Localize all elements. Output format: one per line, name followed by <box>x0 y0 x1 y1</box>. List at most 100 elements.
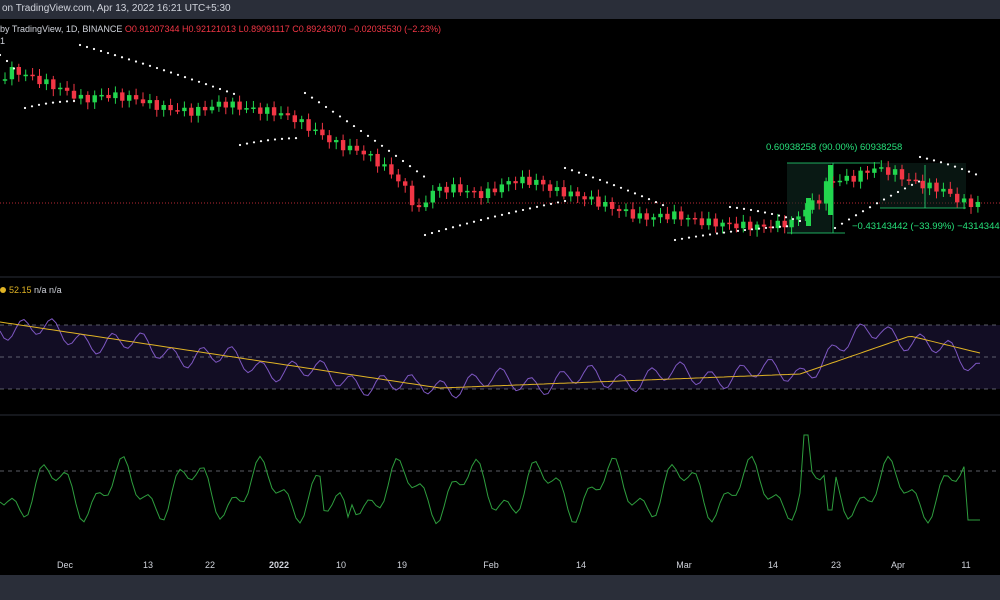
sar-dot <box>280 137 284 140</box>
candle-body <box>209 106 215 111</box>
candle-body <box>92 95 97 103</box>
sar-dot <box>861 210 865 213</box>
sar-dot <box>141 62 145 65</box>
sar-dot <box>30 105 34 108</box>
candle-body <box>858 170 863 182</box>
candle-body <box>85 94 90 103</box>
candle-body <box>582 196 587 200</box>
sar-dot <box>155 66 159 70</box>
sar-dot <box>777 214 781 217</box>
sar-dot <box>197 80 201 83</box>
candle-body <box>51 79 56 90</box>
candle-body <box>189 107 194 116</box>
candle-body <box>817 200 822 204</box>
sar-dot <box>785 225 789 228</box>
legend-open: O0.91207344 <box>124 24 180 34</box>
candle-body <box>534 179 539 185</box>
candle-body <box>465 190 470 193</box>
x-label: 13 <box>142 560 154 570</box>
x-label: 11 <box>961 560 971 570</box>
sar-dot <box>85 45 89 49</box>
sar-dot <box>359 129 363 133</box>
sar-dot <box>345 120 349 123</box>
sar-dot <box>757 227 761 230</box>
bottom-bar <box>0 575 1000 600</box>
sar-dot <box>791 217 795 221</box>
sar-dot <box>673 238 677 242</box>
sar-dot <box>44 102 48 105</box>
candle-body <box>520 176 525 184</box>
candle-body <box>948 188 953 194</box>
top-bar: on TradingView.com, Apr 13, 2022 16:21 U… <box>0 0 1000 19</box>
candle-body <box>561 187 567 197</box>
sar-dot <box>633 192 637 195</box>
candle-body <box>851 175 856 182</box>
candle-body <box>665 213 670 220</box>
sar-dot <box>729 230 733 233</box>
sar-dot <box>798 219 802 223</box>
candle-body <box>327 135 332 143</box>
rsi-color-dot <box>0 287 6 293</box>
sar-dot <box>722 231 726 234</box>
sar-dot <box>113 54 117 57</box>
candle-body <box>630 209 636 219</box>
sar-dot <box>647 198 651 201</box>
candle-body <box>16 66 21 75</box>
candle-body <box>403 181 408 186</box>
candle-body <box>71 90 77 99</box>
candle-body <box>444 186 449 193</box>
sar-dot <box>728 205 732 209</box>
sar-dot <box>183 76 187 79</box>
sar-dot <box>310 96 314 99</box>
sar-dot <box>584 173 588 177</box>
candle-body <box>182 107 187 112</box>
sar-dot <box>605 181 609 184</box>
publish-info: on TradingView.com, Apr 13, 2022 16:21 U… <box>2 3 231 14</box>
candle-body <box>796 216 801 220</box>
sar-dot <box>106 51 110 55</box>
sar-dot <box>204 83 208 86</box>
sar-dot <box>946 163 950 166</box>
sar-dot <box>770 212 774 216</box>
candle-body <box>706 218 711 226</box>
sar-dot <box>211 85 215 88</box>
sar-dot <box>176 73 180 76</box>
candle-body <box>886 167 891 175</box>
candle-body <box>478 191 484 199</box>
time-axis[interactable]: Dec 13 22 2022 10 19 Feb 14 Mar 14 23 Ap… <box>0 560 1000 572</box>
candle-body <box>292 115 297 123</box>
sar-dot <box>245 142 249 145</box>
candle-body <box>699 218 705 226</box>
candle-body <box>803 209 808 217</box>
candle-body <box>437 186 442 191</box>
sar-dot <box>366 134 370 137</box>
sar-dot <box>273 138 277 141</box>
candle-body <box>575 191 580 197</box>
candle-body <box>175 110 180 112</box>
sar-dot <box>591 176 595 179</box>
sar-dot <box>749 208 753 212</box>
candle-body <box>368 153 373 156</box>
candle-body <box>230 101 235 108</box>
candle-body <box>78 94 84 99</box>
sar-dot <box>373 139 377 142</box>
candle-body <box>810 200 815 210</box>
sar-dot <box>939 161 943 164</box>
candle-body <box>299 119 304 123</box>
x-label: 14 <box>767 560 779 570</box>
candle-body <box>837 180 843 183</box>
legend-close: C0.89243070 <box>292 24 347 34</box>
sar-dot <box>932 159 936 162</box>
sar-dot <box>303 91 307 95</box>
rsi-legend: 52.15 n/a n/a <box>0 285 62 295</box>
candle-body <box>927 182 932 189</box>
sar-dot <box>953 165 957 168</box>
sar-dot <box>422 175 426 178</box>
candle-body <box>9 66 15 80</box>
sar-dot <box>563 166 567 170</box>
candle-body <box>237 101 242 110</box>
candle-body <box>375 153 380 167</box>
measure-down-label: −0.43143442 (−33.99%) −43143442 <box>852 221 1000 232</box>
candle-body <box>637 213 642 219</box>
